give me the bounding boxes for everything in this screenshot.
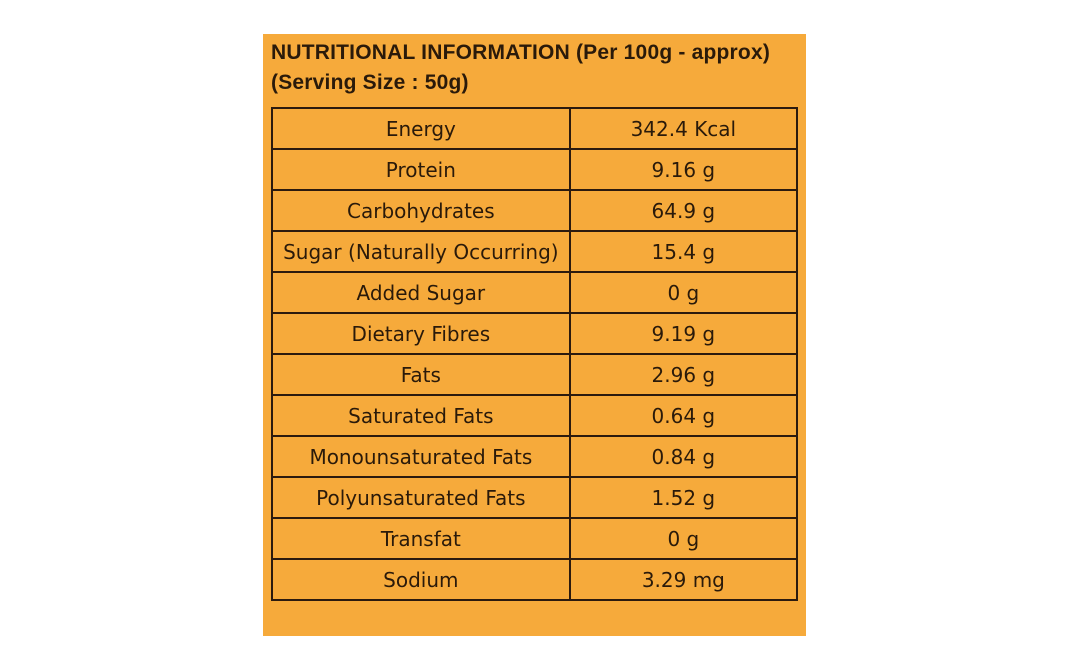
nutrient-name: Saturated Fats <box>271 394 571 437</box>
nutrient-name: Monounsaturated Fats <box>271 435 571 478</box>
nutrient-value: 2.96 g <box>568 353 799 396</box>
table-row: Sugar (Naturally Occurring) 15.4 g <box>271 230 799 273</box>
nutrient-value: 9.19 g <box>568 312 799 355</box>
heading-serving-size: (Serving Size : 50g) <box>271 71 469 94</box>
table-row: Monounsaturated Fats 0.84 g <box>271 435 799 478</box>
table-row: Energy 342.4 Kcal <box>271 107 799 150</box>
nutrient-name: Transfat <box>271 517 571 560</box>
nutrient-name: Added Sugar <box>271 271 571 314</box>
nutrient-value: 0 g <box>568 517 799 560</box>
table-row: Fats 2.96 g <box>271 353 799 396</box>
nutrient-name: Protein <box>271 148 571 191</box>
nutrient-value: 15.4 g <box>568 230 799 273</box>
nutrition-table-body: Energy 342.4 Kcal Protein 9.16 g Carbohy… <box>271 107 799 601</box>
table-row: Transfat 0 g <box>271 517 799 560</box>
nutrient-name: Carbohydrates <box>271 189 571 232</box>
table-row: Added Sugar 0 g <box>271 271 799 314</box>
nutrition-panel: NUTRITIONAL INFORMATION (Per 100g - appr… <box>263 34 806 636</box>
nutrient-value: 3.29 mg <box>568 558 799 601</box>
nutrition-table: Energy 342.4 Kcal Protein 9.16 g Carbohy… <box>271 107 799 601</box>
table-row: Polyunsaturated Fats 1.52 g <box>271 476 799 519</box>
table-row: Saturated Fats 0.64 g <box>271 394 799 437</box>
nutrient-name: Polyunsaturated Fats <box>271 476 571 519</box>
nutrition-heading: NUTRITIONAL INFORMATION (Per 100g - appr… <box>271 38 801 98</box>
table-row: Sodium 3.29 mg <box>271 558 799 601</box>
table-row: Dietary Fibres 9.19 g <box>271 312 799 355</box>
nutrient-name: Dietary Fibres <box>271 312 571 355</box>
table-row: Protein 9.16 g <box>271 148 799 191</box>
nutrient-name: Sugar (Naturally Occurring) <box>271 230 571 273</box>
nutrient-value: 64.9 g <box>568 189 799 232</box>
heading-title: NUTRITIONAL INFORMATION (Per 100g - appr… <box>271 41 771 64</box>
nutrient-value: 342.4 Kcal <box>568 107 799 150</box>
table-row: Carbohydrates 64.9 g <box>271 189 799 232</box>
nutrient-value: 0.84 g <box>568 435 799 478</box>
nutrient-value: 0.64 g <box>568 394 799 437</box>
nutrient-name: Fats <box>271 353 571 396</box>
nutrient-value: 1.52 g <box>568 476 799 519</box>
nutrient-value: 9.16 g <box>568 148 799 191</box>
nutrient-value: 0 g <box>568 271 799 314</box>
nutrient-name: Sodium <box>271 558 571 601</box>
nutrient-name: Energy <box>271 107 571 150</box>
